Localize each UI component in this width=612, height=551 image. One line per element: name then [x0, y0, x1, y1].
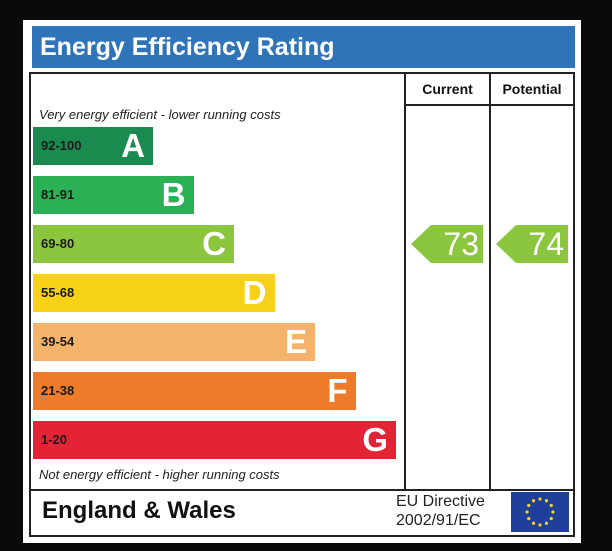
band-range-e: 39-54: [41, 334, 75, 349]
band-range-b: 81-91: [41, 187, 75, 202]
divider-potential: [489, 74, 491, 489]
eu-star-icon: [531, 521, 536, 525]
eu-star-icon: [538, 497, 542, 501]
current-rating-arrow: 73: [411, 225, 483, 263]
band-range-d: 55-68: [41, 285, 75, 300]
eu-star-icon: [544, 521, 549, 525]
band-range-c: 69-80: [41, 236, 75, 251]
band-b: 81-91 B: [33, 176, 194, 214]
band-range-g: 1-20: [41, 432, 68, 447]
band-range-f: 21-38: [41, 383, 75, 398]
eu-star-icon: [527, 516, 531, 521]
eu-star-icon: [538, 523, 542, 527]
eu-star-icon: [531, 499, 536, 503]
region-label: England & Wales: [42, 497, 236, 524]
band-letter-c: C: [202, 225, 226, 262]
current-arrow-shape: [411, 225, 483, 263]
bottom-note: Not energy efficient - higher running co…: [39, 467, 280, 482]
band-letter-e: E: [284, 323, 307, 360]
eu-flag-icon: [511, 492, 569, 532]
epc-chart: Energy Efficiency Rating Current Potenti…: [23, 20, 581, 543]
eu-star-icon: [525, 510, 529, 514]
eu-star-icon: [527, 503, 531, 508]
directive-line1: EU Directive: [396, 493, 485, 510]
band-letter-d: D: [242, 274, 267, 311]
eu-star-icon: [549, 516, 553, 521]
band-f: 21-38 F: [33, 372, 356, 410]
band-letter-b: B: [161, 176, 186, 213]
band-e: 39-54 E: [33, 323, 315, 361]
eu-star-icon: [551, 510, 555, 514]
band-a: 92-100 A: [33, 127, 153, 165]
directive-line2: 2002/91/EC: [396, 512, 481, 529]
eu-star-icon: [544, 499, 549, 503]
band-letter-a: A: [121, 127, 145, 164]
header-divider: [406, 104, 573, 106]
rating-grid: Current Potential Very energy efficient …: [29, 72, 575, 491]
band-d: 55-68 D: [33, 274, 275, 312]
current-header: Current: [422, 81, 473, 97]
potential-rating-value: 74: [528, 226, 564, 262]
eu-directive: EU Directive 2002/91/EC: [396, 492, 485, 530]
chart-title: Energy Efficiency Rating: [32, 26, 575, 68]
band-letter-g: G: [362, 421, 388, 458]
band-letter-f: F: [327, 372, 348, 409]
potential-header: Potential: [502, 81, 562, 97]
divider-current: [404, 74, 406, 489]
footer: England & Wales EU Directive 2002/91/EC: [29, 489, 575, 537]
band-range-a: 92-100: [41, 138, 82, 153]
potential-rating-arrow: 74: [496, 225, 568, 263]
current-rating-value: 73: [443, 226, 479, 262]
band-g: 1-20 G: [33, 421, 396, 459]
potential-arrow-shape: [496, 225, 568, 263]
band-c: 69-80 C: [33, 225, 234, 263]
eu-star-icon: [549, 503, 553, 508]
top-note: Very energy efficient - lower running co…: [39, 107, 281, 122]
